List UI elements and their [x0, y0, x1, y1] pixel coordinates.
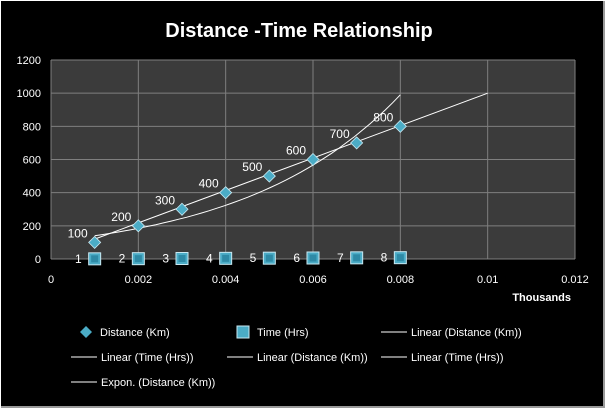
time-data-label: 4: [206, 251, 213, 265]
time-data-label: 8: [381, 251, 388, 265]
legend-square-icon: [236, 325, 250, 339]
time-marker-inner: [134, 255, 142, 263]
time-marker-inner: [265, 254, 273, 262]
data-markers: [88, 119, 407, 266]
distance-data-label: 300: [155, 193, 175, 207]
distance-time-chart: Distance -Time Relationship 020040060080…: [17, 20, 589, 389]
distance-data-label: 200: [111, 210, 131, 224]
x-tick-label: 0.01: [477, 274, 498, 286]
time-marker-inner: [396, 254, 404, 262]
time-data-label: 6: [293, 251, 300, 265]
legend-entry-label: Linear (Distance (Km)): [257, 352, 368, 364]
y-tick-label: 600: [23, 155, 41, 167]
y-tick-label: 400: [23, 188, 41, 200]
time-marker-inner: [91, 255, 99, 263]
legend-diamond-icon: [80, 326, 92, 338]
y-tick-label: 800: [23, 121, 41, 133]
distance-marker: [131, 219, 145, 233]
x-tick-label: 0.008: [387, 274, 415, 286]
chart-title: Distance -Time Relationship: [165, 20, 432, 42]
x-tick-label: 0.006: [299, 274, 327, 286]
time-marker-inner: [178, 255, 186, 263]
time-data-label: 3: [162, 252, 169, 266]
legend-entry-label: Expon. (Distance (Km)): [101, 377, 215, 389]
legend-entry-label: Linear (Distance (Km)): [411, 327, 522, 339]
x-tick-label: 0.004: [212, 274, 240, 286]
x-axis-title: Thousands: [512, 292, 571, 304]
distance-marker: [175, 202, 189, 216]
x-tick-label: 0: [48, 274, 54, 286]
distance-marker: [393, 119, 407, 133]
time-marker-inner: [222, 254, 230, 262]
trendlines: [94, 92, 488, 240]
legend-entry-label: Distance (Km): [100, 327, 170, 339]
y-tick-label: 0: [35, 254, 41, 266]
distance-data-label: 800: [373, 110, 393, 124]
distance-marker: [350, 136, 364, 150]
distance-marker: [306, 152, 320, 167]
legend-entry-label: Linear (Time (Hrs)): [411, 352, 504, 364]
x-tick-label: 0.002: [125, 274, 153, 286]
time-data-label: 2: [119, 252, 126, 266]
time-data-label: 7: [337, 251, 344, 265]
distance-data-label: 600: [286, 144, 306, 158]
y-tick-label: 1200: [17, 55, 41, 67]
distance-data-label: 100: [68, 226, 88, 240]
distance-data-label: 400: [199, 177, 219, 191]
distance-data-label: 500: [242, 160, 262, 174]
distance-data-label: 700: [330, 127, 350, 141]
time-data-label: 5: [250, 251, 257, 265]
distance-marker: [219, 186, 233, 200]
distance-marker: [262, 169, 276, 183]
distance-marker: [88, 235, 102, 249]
data-labels: 100 200 300 400 500 600 700 800 1 2 3 4 5 6 7 8: [68, 110, 394, 266]
time-data-label: 1: [75, 252, 82, 266]
x-tick-label: 0.012: [561, 274, 589, 286]
time-marker-inner: [309, 254, 317, 262]
legend-entry-label: Time (Hrs): [257, 327, 309, 339]
y-tick-label: 1000: [17, 88, 41, 100]
y-tick-label: 200: [23, 221, 41, 233]
linear-trendline: [94, 92, 488, 240]
legend[interactable]: Distance (Km) Time (Hrs) Linear (Distance …: [71, 325, 522, 389]
legend-entry-label: Linear (Time (Hrs)): [101, 352, 194, 364]
exponential-trendline: [94, 94, 401, 237]
time-marker-inner: [353, 254, 361, 262]
